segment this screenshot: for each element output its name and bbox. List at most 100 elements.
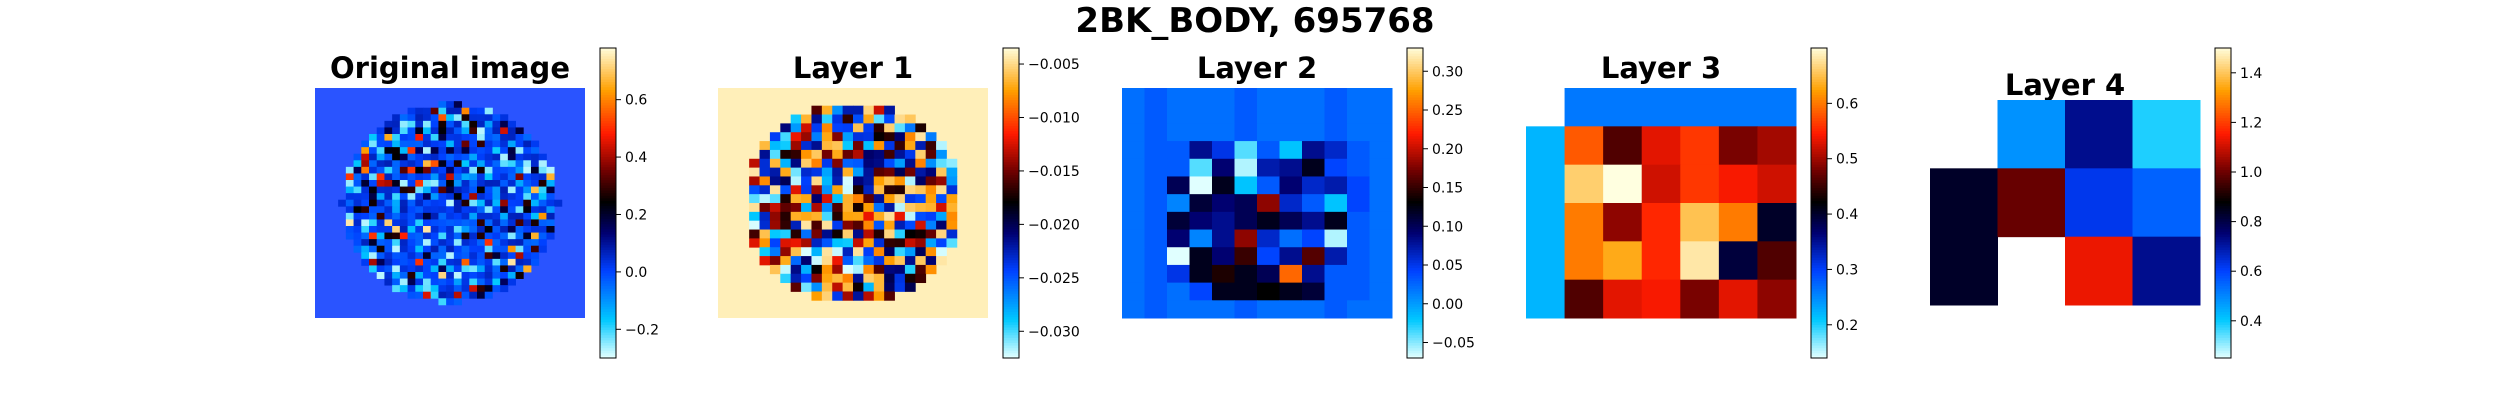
heatmap-cell [1279, 282, 1303, 301]
heatmap-cell [925, 256, 937, 266]
heatmap-cell [469, 107, 478, 115]
colorbar-gradient-step [1003, 249, 1019, 253]
heatmap-cell [884, 158, 895, 169]
heatmap-cell [904, 185, 916, 195]
colorbar-gradient-step [2215, 249, 2231, 253]
heatmap-cell [1997, 168, 2066, 238]
colorbar-gradient-step [1407, 60, 1423, 64]
colorbar-gradient-step [1407, 257, 1423, 261]
heatmap-cell [780, 203, 792, 213]
heatmap-cell [873, 291, 885, 301]
heatmap-cell [1167, 88, 1190, 107]
heatmap-cell [1347, 229, 1370, 248]
heatmap-cell [1189, 264, 1213, 284]
heatmap-cell [546, 212, 555, 220]
heatmap-cell [1347, 176, 1370, 195]
colorbar-gradient-step [1407, 172, 1423, 176]
heatmap-cell [399, 166, 408, 174]
colorbar-gradient-step [600, 257, 616, 261]
heatmap-cell [1302, 229, 1325, 248]
heatmap-cell [507, 239, 516, 247]
heatmap-cell [925, 176, 937, 186]
heatmap-cell [345, 166, 354, 174]
colorbar-gradient-step [1811, 234, 1827, 238]
heatmap-cell [523, 180, 532, 187]
heatmap-cell [790, 167, 802, 177]
colorbar-gradient-step [1407, 316, 1423, 320]
heatmap-cell [353, 153, 362, 161]
colorbar-gradient-step [1811, 208, 1827, 212]
heatmap-cell [790, 264, 802, 275]
colorbar-gradient-step [1407, 104, 1423, 108]
heatmap-cell [446, 278, 455, 286]
heatmap-cell [904, 203, 916, 213]
heatmap-cell [853, 220, 864, 230]
heatmap-cell [873, 185, 885, 195]
colorbar-gradient-step [1811, 153, 1827, 157]
heatmap-cell [453, 107, 462, 115]
heatmap-cell [438, 206, 447, 214]
colorbar-gradient-step [1407, 73, 1423, 77]
heatmap-cell [461, 285, 470, 293]
colorbar-gradient-step [1811, 138, 1827, 142]
heatmap-cell [453, 272, 462, 279]
colorbar-gradient-step [2215, 55, 2231, 59]
heatmap-cell [1189, 211, 1213, 231]
heatmap-cell [507, 199, 516, 207]
colorbar-gradient-step [1811, 254, 1827, 258]
heatmap-cell [392, 226, 401, 233]
heatmap-cell [1564, 279, 1604, 319]
heatmap-cell [863, 105, 875, 115]
heatmap-cell [523, 265, 532, 273]
heatmap-cell [1234, 88, 1258, 107]
heatmap-cell [338, 199, 347, 207]
colorbar-gradient-step [2215, 203, 2231, 207]
colorbar-gradient-step [1407, 205, 1423, 209]
heatmap-cell [492, 140, 501, 148]
colorbar-gradient-step [600, 334, 616, 338]
heatmap-cell [894, 114, 906, 124]
heatmap-cell [515, 212, 524, 220]
colorbar-gradient-step [2215, 148, 2231, 152]
heatmap-cell [749, 211, 760, 222]
colorbar-gradient-step [1407, 128, 1423, 132]
heatmap-cell [492, 127, 501, 135]
heatmap-cell [523, 173, 532, 181]
colorbar-gradient-step [1811, 107, 1827, 111]
heatmap-cell [925, 194, 937, 204]
heatmap-cell [1641, 88, 1681, 127]
colorbar-gradient-step [2215, 234, 2231, 238]
heatmap-cell [1369, 176, 1393, 195]
heatmap-cell [507, 206, 516, 214]
heatmap-cell [492, 186, 501, 194]
colorbar-gradient-step [2215, 122, 2231, 126]
colorbar-gradient-step [600, 174, 616, 178]
colorbar-gradient-step [2215, 128, 2231, 132]
heatmap-cell [453, 140, 462, 148]
colorbar-gradient-step [2215, 327, 2231, 331]
heatmap-cell [811, 203, 823, 213]
colorbar-gradient-step [2215, 208, 2231, 212]
colorbar-gradient-step [1811, 314, 1827, 318]
heatmap-cell [407, 272, 416, 279]
heatmap-cell [446, 153, 455, 161]
heatmap-cell [515, 232, 524, 240]
colorbar-gradient-step [1407, 259, 1423, 263]
colorbar-gradient-step [1811, 159, 1827, 163]
heatmap-cell [407, 153, 416, 161]
heatmap-cell [832, 132, 844, 142]
heatmap-cell [438, 199, 447, 207]
colorbar-gradient-step [1003, 192, 1019, 196]
colorbar-gradient-step [2215, 153, 2231, 157]
colorbar-gradient-step [1407, 159, 1423, 163]
heatmap-cell [484, 140, 493, 148]
heatmap-cell [946, 220, 958, 230]
heatmap-cell [832, 256, 844, 266]
colorbar-tick-label: 1.0 [2240, 165, 2262, 181]
heatmap-cell [1680, 279, 1720, 319]
heatmap-cell [353, 166, 362, 174]
colorbar-gradient-step [1003, 68, 1019, 72]
heatmap-cell [811, 167, 823, 177]
colorbar-gradient-step [1811, 55, 1827, 59]
colorbar-gradient-step [600, 296, 616, 300]
